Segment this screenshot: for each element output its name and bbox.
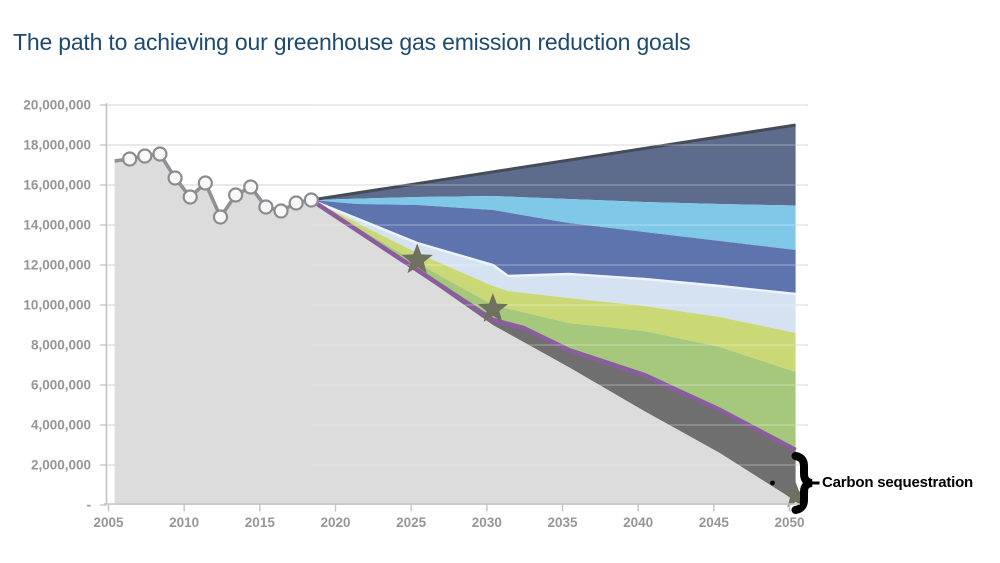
band-pale-blue[interactable] [311, 200, 796, 333]
x-axis-label[interactable]: 2030 [472, 515, 502, 530]
goal-star-2025[interactable] [401, 243, 433, 274]
bau-top-edge-line[interactable] [311, 123, 796, 202]
historical-marker-2013[interactable] [228, 187, 244, 203]
y-axis-label[interactable]: - [87, 498, 92, 513]
x-axis-label[interactable]: 2010 [169, 515, 199, 530]
historical-marker-2012[interactable] [212, 209, 229, 225]
y-axis-label[interactable]: 10,000,000 [23, 298, 91, 313]
y-axis-label[interactable]: 12,000,000 [23, 258, 91, 273]
pale-band-highlight-edge[interactable] [310, 198, 796, 296]
chart-title: The path to achieving our greenhouse gas… [13, 29, 691, 55]
historical-marker-2009[interactable] [167, 170, 183, 186]
x-axis-label[interactable]: 2040 [623, 515, 653, 530]
y-axis-label[interactable]: 16,000,000 [23, 178, 91, 193]
x-axis-label[interactable]: 2025 [396, 515, 427, 530]
historical-marker-2008[interactable] [152, 146, 168, 162]
y-axis-label[interactable]: 20,000,000 [23, 98, 91, 113]
y-axis-label[interactable]: 14,000,000 [23, 218, 91, 233]
band-sky-blue[interactable] [311, 196, 796, 250]
x-axis-label[interactable]: 2050 [774, 515, 804, 530]
historical-marker-2007[interactable] [137, 148, 153, 164]
goal-star-2050[interactable] [782, 482, 809, 508]
y-axis-label[interactable]: 18,000,000 [23, 138, 91, 153]
historical-marker-2016[interactable] [273, 203, 289, 219]
area-historical-and-net[interactable] [114, 154, 796, 505]
historical-marker-2015[interactable] [258, 199, 274, 215]
goal-path-line[interactable] [310, 198, 797, 453]
annotation-dot[interactable] [770, 480, 775, 486]
historical-marker-2018[interactable] [303, 192, 319, 208]
carbon-sequestration-label: Carbon sequestration [822, 474, 974, 491]
historical-marker-2006[interactable] [122, 151, 138, 167]
band-medium-blue[interactable] [311, 200, 796, 294]
historical-marker-2017[interactable] [288, 195, 304, 211]
x-axis-label[interactable]: 2005 [93, 515, 124, 530]
y-axis-label[interactable]: 6,000,000 [31, 378, 91, 393]
historical-marker-2011[interactable] [197, 175, 213, 191]
historical-marker-2014[interactable] [243, 179, 259, 195]
x-axis-label[interactable]: 2035 [547, 515, 578, 530]
band-yellow-green[interactable] [311, 200, 796, 372]
x-axis-label[interactable]: 2045 [699, 515, 730, 530]
historical-marker-2010[interactable] [182, 189, 198, 205]
y-axis-label[interactable]: 4,000,000 [31, 418, 91, 433]
band-carbon-sequestration[interactable] [311, 200, 796, 501]
x-axis-label[interactable]: 2020 [320, 515, 350, 530]
y-axis-label[interactable]: 2,000,000 [31, 458, 91, 473]
x-axis-label[interactable]: 2015 [245, 515, 276, 530]
y-axis-label[interactable]: 8,000,000 [31, 338, 91, 353]
goal-star-2030[interactable] [477, 293, 509, 322]
